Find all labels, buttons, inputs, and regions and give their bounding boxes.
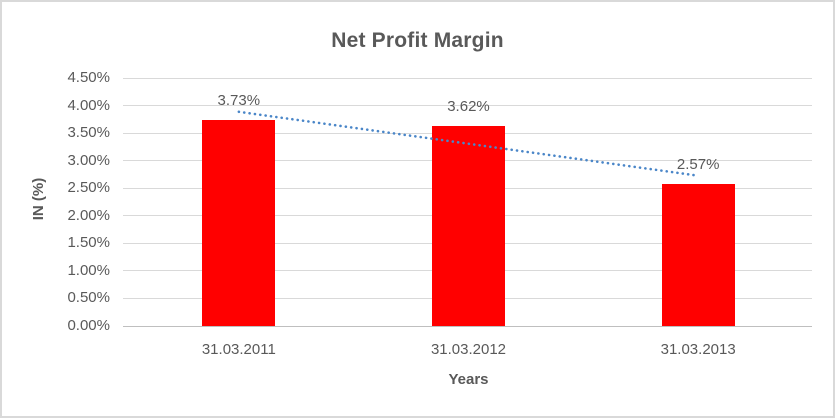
y-tick-label: 2.50% xyxy=(67,179,110,197)
y-tick-label: 0.00% xyxy=(67,317,110,334)
bar-data-label: 3.62% xyxy=(447,98,490,116)
bar-data-label: 2.57% xyxy=(676,156,720,174)
y-tick-label: 1.50% xyxy=(67,234,110,252)
gridline xyxy=(123,105,812,107)
y-tick-label: 1.00% xyxy=(67,261,110,279)
x-axis-line xyxy=(123,326,812,327)
bar xyxy=(661,184,735,326)
y-tick-label: 4.00% xyxy=(67,96,110,114)
y-tick-label: 0.50% xyxy=(67,289,110,307)
y-tick-label: 4.50% xyxy=(67,69,110,86)
bar xyxy=(202,120,276,326)
x-axis-title: Years xyxy=(448,371,489,388)
x-tick-label: 31.03.2011 xyxy=(201,341,276,358)
bar xyxy=(432,126,505,326)
gridline xyxy=(123,77,812,79)
bar-data-label: 3.73% xyxy=(217,92,261,110)
x-tick-label: 31.03.2013 xyxy=(660,341,736,358)
y-tick-label: 3.00% xyxy=(67,151,110,169)
chart-title: Net Profit Margin xyxy=(331,29,504,52)
y-tick-label: 2.00% xyxy=(67,206,110,224)
y-tick-label: 3.50% xyxy=(67,124,110,142)
x-tick-label: 31.03.2012 xyxy=(430,341,507,358)
